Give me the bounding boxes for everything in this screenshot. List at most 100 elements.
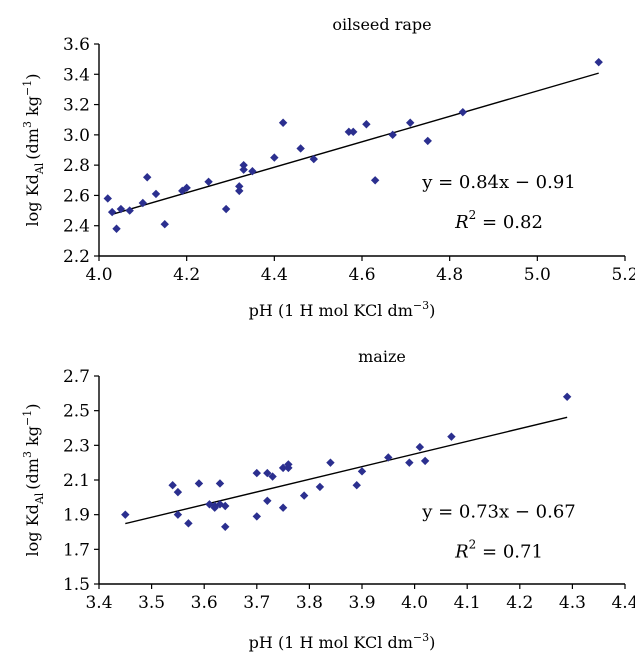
y-tick-label: 2.3 (63, 436, 90, 456)
chart-title: maize (358, 347, 406, 366)
y-tick-label: 3.4 (63, 65, 90, 85)
data-point (278, 118, 288, 127)
data-point (239, 165, 248, 174)
x-tick-label: 4.2 (506, 593, 533, 613)
data-point (107, 207, 117, 217)
y-tick-label: 1.5 (63, 575, 90, 595)
data-point (221, 522, 230, 531)
data-point (160, 220, 169, 229)
chart-panel: 1.5 1.7 1.9 2.1 2.3 2.5 2.7 3.4 3.5 3.6 3.7 3.8 3.9 4… (21, 347, 635, 652)
x-tick-label: 4.0 (401, 593, 428, 613)
data-point (121, 510, 130, 519)
data-point (239, 160, 248, 170)
data-point (168, 481, 177, 490)
x-tick-label: 3.7 (243, 593, 270, 613)
x-tick-label: 4.3 (559, 593, 586, 613)
x-tick-label: 4.8 (436, 265, 463, 285)
x-tick-label: 5.0 (524, 265, 551, 285)
x-axis-label: pH (1 H mol KCl dm−3) (249, 299, 436, 320)
data-point (252, 468, 261, 478)
data-point (562, 392, 572, 401)
data-point (204, 177, 213, 186)
data-point (406, 118, 415, 127)
chart-panel: 2.2 2.4 2.6 2.8 3.0 3.2 3.4 3.6 4.0 4.2 4.4 4.6 4.8 5… (21, 15, 635, 320)
data-point (309, 154, 318, 164)
x-axis-label: pH (1 H mol KCl dm−3) (249, 631, 436, 652)
x-tick-label: 3.8 (296, 593, 323, 613)
x-tick-label: 3.5 (138, 593, 165, 613)
data-point (116, 204, 126, 214)
y-tick-label: 1.9 (63, 506, 90, 526)
data-point (326, 458, 335, 467)
data-point (458, 107, 468, 117)
x-tick-label: 3.4 (85, 593, 112, 613)
data-point (278, 503, 288, 512)
data-point (235, 186, 244, 196)
y-axis-label: log KdAl(dm3 kg−1) (21, 74, 46, 227)
data-point (221, 204, 231, 214)
data-point (299, 491, 309, 500)
y-tick-label: 3.2 (63, 96, 90, 116)
x-tick-label: 4.4 (611, 593, 635, 613)
y-tick-label: 3.0 (63, 126, 90, 146)
regression-equation: y = 0.84x − 0.91 (421, 172, 576, 193)
y-tick-label: 2.5 (63, 402, 90, 422)
y-tick-label: 2.1 (63, 471, 90, 491)
data-point (112, 224, 121, 233)
y-tick-label: 2.4 (63, 217, 90, 237)
data-point (420, 456, 430, 466)
data-point (235, 182, 244, 191)
data-point (173, 487, 183, 497)
x-tick-label: 4.6 (348, 265, 375, 285)
data-point (215, 479, 225, 488)
trend-line (111, 72, 599, 215)
y-tick-label: 2.7 (63, 367, 90, 387)
x-tick-label: 4.2 (173, 265, 200, 285)
data-point (352, 481, 361, 490)
data-point (103, 194, 112, 203)
data-point (268, 472, 277, 481)
x-tick-label: 3.6 (191, 593, 218, 613)
data-point (296, 144, 305, 153)
data-point (151, 189, 161, 199)
data-point (284, 460, 293, 469)
data-point (194, 479, 204, 488)
data-point (138, 198, 148, 208)
data-point (315, 482, 325, 492)
y-tick-label: 2.6 (63, 186, 90, 206)
data-point (344, 127, 354, 137)
data-point (248, 167, 257, 176)
data-point (349, 127, 358, 137)
y-axis-label: log KdAl(dm3 kg−1) (21, 404, 46, 557)
x-tick-label: 3.9 (348, 593, 375, 613)
data-point (357, 467, 367, 476)
data-point (263, 468, 272, 478)
x-tick-label: 4.4 (261, 265, 288, 285)
x-tick-label: 4.1 (454, 593, 481, 613)
data-point (221, 501, 230, 511)
data-point (384, 453, 393, 462)
data-point (423, 136, 432, 146)
x-tick-label: 5.2 (611, 265, 635, 285)
data-point (362, 120, 371, 129)
r-squared-label: R2 = 0.71 (454, 537, 543, 562)
regression-equation: y = 0.73x − 0.67 (421, 501, 576, 522)
data-point (388, 130, 397, 140)
y-tick-label: 2.8 (63, 156, 90, 176)
data-point (270, 153, 279, 162)
x-tick-label: 4.0 (85, 265, 112, 285)
r-squared-label: R2 = 0.82 (454, 208, 543, 233)
data-point (594, 57, 603, 67)
data-point (278, 463, 288, 473)
trend-line (125, 416, 568, 525)
data-point (210, 503, 219, 512)
data-point (263, 496, 272, 505)
data-point (370, 176, 380, 185)
data-point (184, 519, 193, 528)
chart-title: oilseed rape (332, 15, 431, 34)
y-tick-label: 2.2 (63, 247, 90, 267)
data-point (252, 512, 261, 521)
y-tick-label: 3.6 (63, 35, 90, 55)
data-point (447, 432, 456, 441)
